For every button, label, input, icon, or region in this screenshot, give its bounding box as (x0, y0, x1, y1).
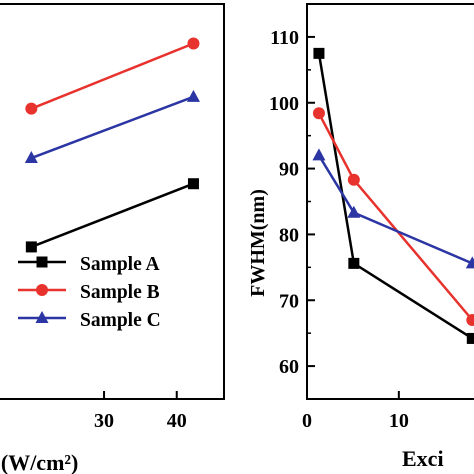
right-data-point-sample-b (347, 173, 360, 186)
left-data-point-sample-a (187, 178, 199, 190)
legend-label-sample-b: Sample B (80, 282, 160, 303)
right-y-tick-label-90: 90 (279, 159, 299, 181)
right-plot-frame (306, 3, 474, 400)
right-y-tick-label-60: 60 (279, 356, 299, 378)
right-series-line-sample-a (317, 53, 473, 340)
right-y-tick-labels: 60 70 80 90 100 110 (269, 27, 299, 378)
right-axis-ticks (306, 35, 400, 399)
right-data-point-sample-a (348, 257, 360, 269)
legend: Sample A Sample B Sample C (18, 254, 161, 331)
left-series-line-sample-b (30, 42, 194, 110)
legend-label-sample-a: Sample A (80, 254, 160, 275)
legend-marker-circle (36, 284, 48, 296)
legend-marker-triangle (35, 311, 49, 323)
right-data-point-sample-c (465, 256, 474, 269)
right-data-point-sample-a (313, 47, 325, 59)
left-series-markers (24, 37, 200, 253)
left-x-tick-label-40: 40 (167, 410, 187, 432)
right-x-axis-label: Exci (402, 446, 444, 471)
legend-label-sample-c: Sample C (80, 310, 161, 331)
right-series-lines (317, 53, 474, 340)
left-chart: 30 40 r (W/cm²) Sample A Sample B Sample … (0, 3, 225, 474)
left-data-point-sample-c (24, 151, 38, 164)
left-data-point-sample-c (186, 89, 200, 102)
right-x-tick-labels: 0 10 (302, 410, 409, 432)
left-x-tick-labels: 30 40 (94, 410, 187, 432)
right-data-point-sample-c (347, 205, 361, 218)
left-x-ticks (103, 391, 178, 399)
right-y-tick-label-70: 70 (279, 290, 299, 312)
left-plot-frame (0, 3, 225, 400)
right-data-point-sample-c (312, 148, 326, 161)
right-series-markers (312, 47, 474, 344)
right-data-point-sample-b (466, 314, 474, 326)
right-x-tick-label-0: 0 (302, 410, 312, 432)
right-y-tick-label-100: 100 (269, 93, 299, 115)
left-series-lines (30, 42, 194, 249)
right-x-tick-label-10: 10 (389, 410, 409, 432)
legend-entry-sample-a: Sample A (18, 254, 160, 275)
right-series-line-sample-c (317, 154, 473, 265)
right-data-point-sample-b (312, 107, 325, 120)
legend-entry-sample-b: Sample B (18, 282, 160, 303)
right-y-axis-label: FWHM(nm) (247, 189, 269, 297)
legend-marker-square (36, 256, 48, 268)
left-data-point-sample-b (187, 37, 200, 50)
left-series-line-sample-a (30, 182, 194, 249)
legend-entry-sample-c: Sample C (18, 310, 161, 331)
right-data-point-sample-a (466, 332, 474, 344)
right-y-tick-label-110: 110 (270, 27, 299, 49)
left-x-tick-label-30: 30 (94, 410, 114, 432)
left-series-line-sample-c (30, 95, 194, 160)
left-data-point-sample-b (25, 102, 38, 115)
left-x-axis-label: r (W/cm²) (0, 450, 78, 474)
right-y-tick-label-80: 80 (279, 224, 299, 246)
left-data-point-sample-a (25, 241, 37, 253)
right-chart: 60 70 80 90 100 110 0 10 FWHM(nm) Exci (247, 3, 474, 471)
